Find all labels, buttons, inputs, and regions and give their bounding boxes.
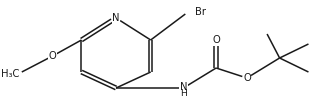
Text: H₃C: H₃C (2, 69, 20, 79)
Text: O: O (49, 51, 56, 61)
Text: Br: Br (195, 7, 206, 17)
Text: H: H (180, 90, 187, 98)
Text: N: N (180, 82, 187, 92)
Text: O: O (212, 35, 220, 45)
Text: O: O (243, 73, 251, 83)
Text: N: N (112, 13, 120, 23)
